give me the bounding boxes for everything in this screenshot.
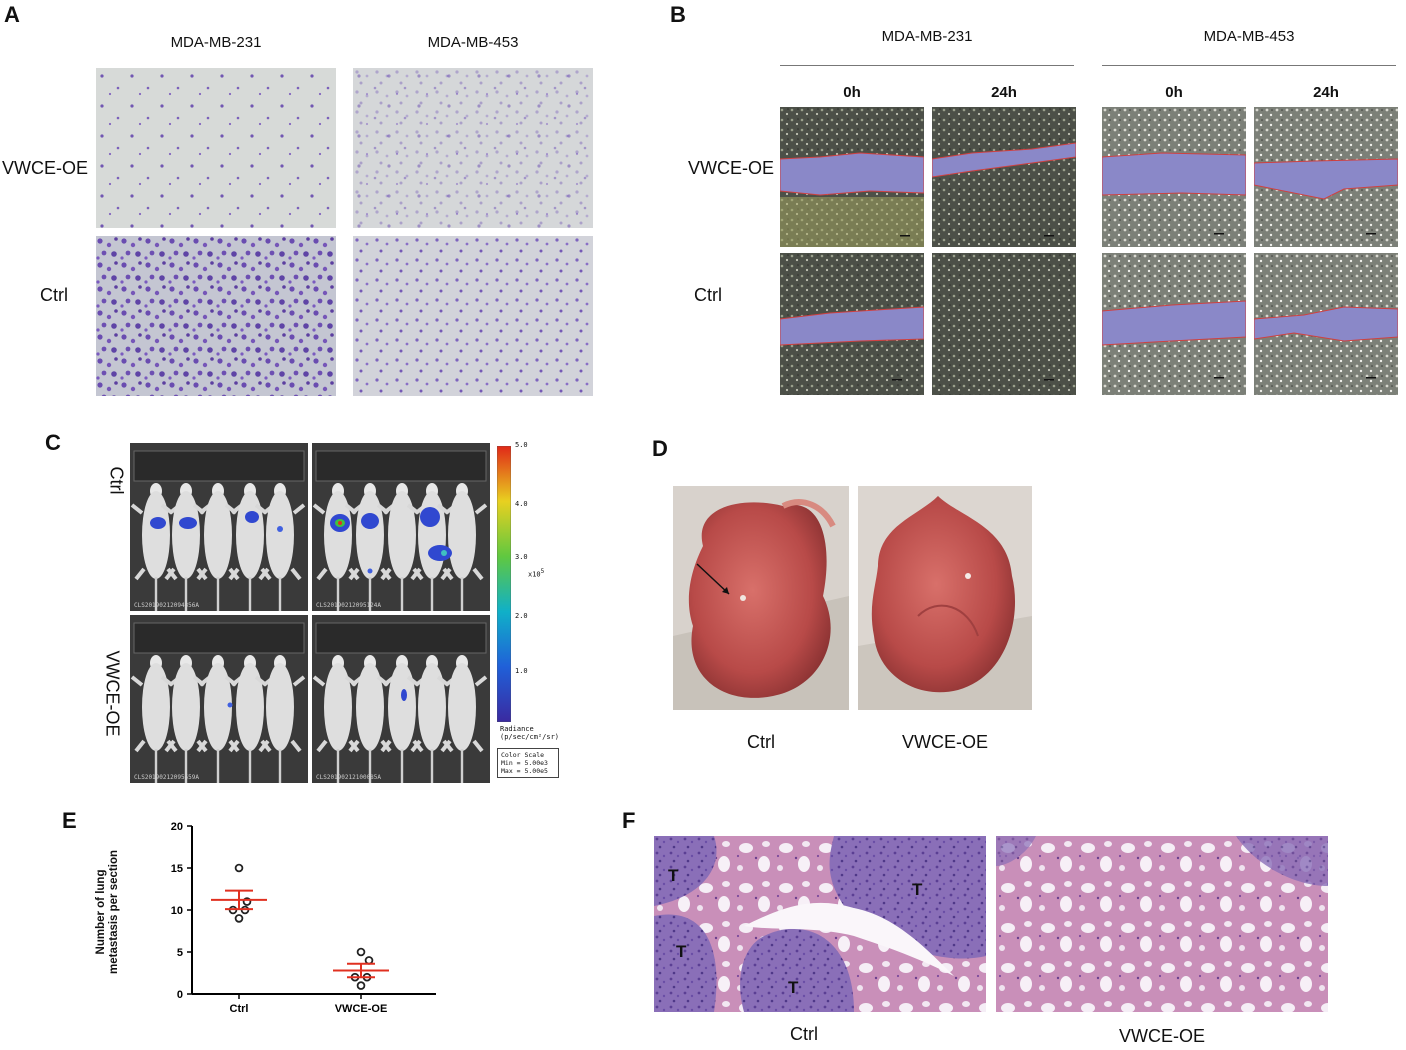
panel-c-row-label-1: Ctrl bbox=[106, 466, 127, 495]
color-scale-box: Color Scale Min = 5.00e3 Max = 5.00e5 bbox=[497, 748, 559, 778]
panel-b-letter: B bbox=[670, 2, 686, 27]
chart-data-point bbox=[234, 863, 244, 873]
tumor-mark-2: T bbox=[676, 942, 687, 961]
panel-a-row-label-1: VWCE-OE bbox=[2, 158, 89, 178]
panel-a-row-label-2: Ctrl bbox=[40, 285, 68, 305]
colorbar-tick-2: 2.0 bbox=[515, 612, 528, 620]
chart-y-tick-label: 20 bbox=[171, 821, 183, 833]
invasion-image-453-ctrl bbox=[353, 236, 593, 396]
lung-photo-vwce bbox=[858, 486, 1032, 710]
wound-image-453-vwce-24h bbox=[1254, 107, 1398, 247]
histology-ctrl: T T T T bbox=[654, 836, 986, 1012]
chart-y-tick-label: 5 bbox=[177, 947, 183, 959]
chart-x-tick-label: VWCE-OE bbox=[335, 1003, 388, 1015]
wound-image-231-ctrl-0h bbox=[780, 253, 924, 395]
panel-d-letter: D bbox=[652, 436, 668, 461]
radiance-colorbar bbox=[496, 445, 512, 723]
colorbar-tick-1: 1.0 bbox=[515, 667, 528, 675]
lung-photo-ctrl bbox=[673, 486, 849, 710]
colorbar-exponent: x105 bbox=[528, 568, 545, 579]
ivis-id-4: CLS20190212100085A bbox=[316, 774, 382, 781]
wound-image-453-vwce-0h bbox=[1102, 107, 1246, 247]
panel-a-col-label-1: MDA-MB-231 bbox=[170, 34, 262, 51]
wound-image-453-ctrl-24h bbox=[1254, 253, 1398, 395]
ivis-id-3: CLS20190212095559A bbox=[134, 774, 200, 781]
colorbar-tick-5: 5.0 bbox=[515, 441, 528, 449]
lung-caption-ctrl: Ctrl bbox=[747, 732, 775, 752]
ivis-image-vwce-2: CLS20190212100085A bbox=[312, 615, 490, 783]
ivis-image-ctrl-1: CLS20190212094356A bbox=[130, 443, 308, 611]
wound-image-231-ctrl-24h bbox=[932, 253, 1076, 395]
panel-e-letter: E bbox=[62, 808, 77, 833]
tumor-mark-1: T bbox=[668, 866, 679, 885]
invasion-image-453-vwce bbox=[353, 68, 593, 228]
panel-b-time-3: 0h bbox=[1165, 84, 1183, 101]
chart-y-tick-label: 10 bbox=[171, 905, 183, 917]
chart-data-point bbox=[356, 947, 366, 957]
wound-image-231-vwce-24h bbox=[932, 107, 1076, 247]
chart-data-point bbox=[356, 981, 366, 990]
colorbar-tick-3: 3.0 bbox=[515, 553, 528, 561]
tumor-mark-4: T bbox=[912, 880, 923, 899]
invasion-image-231-vwce bbox=[96, 68, 336, 228]
chart-y-tick-label: 15 bbox=[171, 863, 183, 875]
chart-y-axis-label: Number of lung metastasis per section bbox=[95, 849, 120, 975]
chart-y-tick-label: 0 bbox=[177, 989, 183, 1001]
radiance-label: Radiance (p/sec/cm²/sr) bbox=[500, 725, 560, 741]
chart-x-tick-label: Ctrl bbox=[230, 1003, 249, 1015]
ivis-image-vwce-1: CLS20190212095559A bbox=[130, 615, 308, 783]
panel-b-divider-2 bbox=[1102, 65, 1396, 66]
panel-b-divider-1 bbox=[780, 65, 1074, 66]
lung-caption-vwce: VWCE-OE bbox=[901, 732, 988, 752]
chart-data-point bbox=[234, 914, 244, 923]
panel-c-letter: C bbox=[45, 430, 61, 455]
panel-b-time-2: 24h bbox=[991, 84, 1017, 101]
metastasis-chart: 0 5 10 15 20 Ctrl VWCE-OE bbox=[96, 810, 446, 1025]
histology-caption-ctrl: Ctrl bbox=[790, 1024, 818, 1044]
panel-c-row-label-2: VWCE-OE bbox=[102, 650, 123, 737]
panel-b-time-1: 0h bbox=[843, 84, 861, 101]
ivis-id-1: CLS20190212094356A bbox=[134, 602, 200, 609]
panel-b-row-label-1: VWCE-OE bbox=[688, 158, 775, 178]
wound-image-231-vwce-0h bbox=[780, 107, 924, 247]
wound-image-453-ctrl-0h bbox=[1102, 253, 1246, 395]
tumor-mark-3: T bbox=[788, 978, 799, 997]
panel-b-time-4: 24h bbox=[1313, 84, 1339, 101]
invasion-image-231-ctrl bbox=[96, 236, 336, 396]
panel-b-cellline-1: MDA-MB-231 bbox=[881, 28, 973, 45]
panel-f-letter: F bbox=[622, 808, 636, 833]
panel-b-cellline-2: MDA-MB-453 bbox=[1203, 28, 1295, 45]
panel-b-row-label-2: Ctrl bbox=[694, 285, 722, 305]
colorbar-tick-4: 4.0 bbox=[515, 500, 528, 508]
ivis-image-ctrl-2: CLS20190212095124A bbox=[312, 443, 490, 611]
histology-caption-vwce: VWCE-OE bbox=[1118, 1026, 1205, 1046]
panel-a-letter: A bbox=[4, 2, 20, 27]
ivis-id-2: CLS20190212095124A bbox=[316, 602, 382, 609]
panel-a-col-label-2: MDA-MB-453 bbox=[427, 34, 519, 51]
histology-vwce bbox=[996, 836, 1328, 1012]
